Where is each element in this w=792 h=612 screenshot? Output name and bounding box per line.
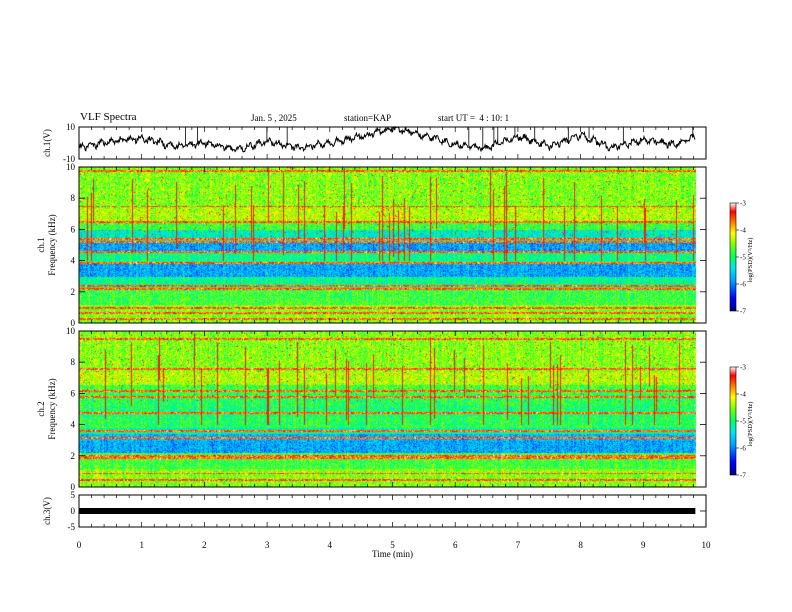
ch1-colorbar-tick-label: -7 [740, 308, 746, 316]
x-tick-label: 3 [265, 540, 270, 550]
x-tick-label: 0 [77, 540, 82, 550]
ch2-colorbar-label: log(PSD)(V²/Hz) [747, 402, 754, 447]
x-tick-label: 4 [328, 540, 333, 550]
ch3-waveform-ylabel: ch.3(V) [42, 497, 52, 525]
x-tick-label: 10 [702, 540, 712, 550]
ch2-colorbar-tick-label: -7 [740, 472, 746, 480]
ch1-colorbar-label: log(PSD)(V²/Hz) [747, 238, 754, 283]
ch1-waveform-ytick-label: 10 [66, 122, 76, 132]
ch2-colorbar-tick-label: -6 [740, 445, 746, 453]
figure-title: VLF Spectra [80, 111, 137, 123]
ch1-spectrogram-ytick-label: 4 [71, 256, 76, 266]
ch2-channel-label: ch.2 [36, 401, 46, 416]
ch2-colorbar-tick-label: -4 [740, 391, 746, 399]
ch1-spectrogram-ytick-label: 6 [71, 224, 76, 234]
ch1-colorbar-tick-label: -5 [740, 254, 746, 262]
x-tick-label: 8 [578, 540, 583, 550]
ch2-colorbar-tick-label: -5 [740, 418, 746, 426]
ch2-colorbar-tick-label: -3 [740, 364, 746, 372]
date-label: Jan. 5 , 2025 [251, 113, 297, 123]
ch2-spectrogram-image [79, 331, 706, 487]
ch1-spectrogram-image [79, 167, 706, 323]
ch1-spectrogram-ytick-label: 10 [66, 162, 76, 172]
ch2-spectrogram-ytick-label: 0 [71, 482, 76, 492]
ch1-colorbar-tick-label: -6 [740, 281, 746, 289]
ch1-colorbar [729, 202, 737, 312]
ch1-spectrogram-ytick-label: 0 [71, 318, 76, 328]
ch2-spectrogram-ytick-label: 6 [71, 388, 76, 398]
ch1-waveform-ylabel: ch.1(V) [42, 129, 52, 157]
ch3-waveform-line [79, 508, 696, 514]
ch1-colorbar-tick-label: -4 [740, 227, 746, 235]
ch1-channel-label: ch.1 [36, 237, 46, 252]
ch2-spectrogram-ytick-label: 4 [71, 420, 76, 430]
x-tick-label: 2 [202, 540, 207, 550]
ch1-ylabel: Frequency (kHz) [47, 214, 57, 275]
x-axis-label: Time (min) [372, 549, 413, 559]
ch2-ylabel: Frequency (kHz) [47, 378, 57, 439]
ch1-spectrogram-ytick-label: 8 [71, 193, 76, 203]
station-label: station=KAP [344, 113, 392, 123]
ch1-colorbar-tick-label: -3 [740, 200, 746, 208]
ch2-spectrogram-ytick-label: 10 [66, 326, 76, 336]
start-ut-label: start UT = 4 : 10: 1 [438, 113, 510, 123]
x-tick-label: 7 [516, 540, 521, 550]
x-tick-label: 6 [453, 540, 458, 550]
ch2-spectrogram-ytick-label: 2 [71, 451, 76, 461]
ch2-colorbar [729, 366, 737, 476]
ch3-waveform-ytick-label: 0 [71, 506, 76, 516]
x-tick-label: 1 [139, 540, 144, 550]
x-tick-label: 9 [641, 540, 646, 550]
ch1-waveform-line [78, 125, 696, 153]
ch1-spectrogram-ytick-label: 2 [71, 287, 76, 297]
ch3-waveform-ytick-label: 5 [71, 490, 76, 500]
ch3-waveform-ytick-label: -5 [68, 522, 76, 532]
ch2-spectrogram-ytick-label: 8 [71, 357, 76, 367]
ch1-waveform-ytick-label: -10 [63, 154, 75, 164]
x-tick-label: 5 [390, 540, 395, 550]
